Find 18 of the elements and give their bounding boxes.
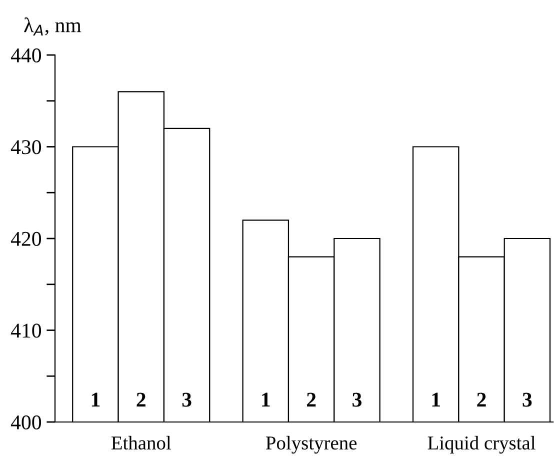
text: 1 [262,392,270,407]
series-label: 3 [182,392,192,407]
series-label: 1 [92,392,100,407]
text: 3 [352,392,362,407]
y-axis-title: λ$_{A}$, nm [24,17,82,36]
y-tick-label: 440 [10,48,42,62]
text: 2 [477,392,486,407]
y-tick-label: 410 [10,324,42,338]
text: 3 [522,392,532,407]
series-label: 2 [136,392,146,407]
text: 2 [306,392,316,407]
y-tick-label: 430 [10,140,42,154]
y-tick-label: 400 [10,415,42,430]
y-tick-label: 420 [10,232,42,246]
x-tick-label: Ethanol [111,436,171,450]
text: 1 [432,392,440,407]
x-tick-label: Liquid crystal [428,436,536,454]
x-tick-label: Polystyrene [266,436,357,454]
